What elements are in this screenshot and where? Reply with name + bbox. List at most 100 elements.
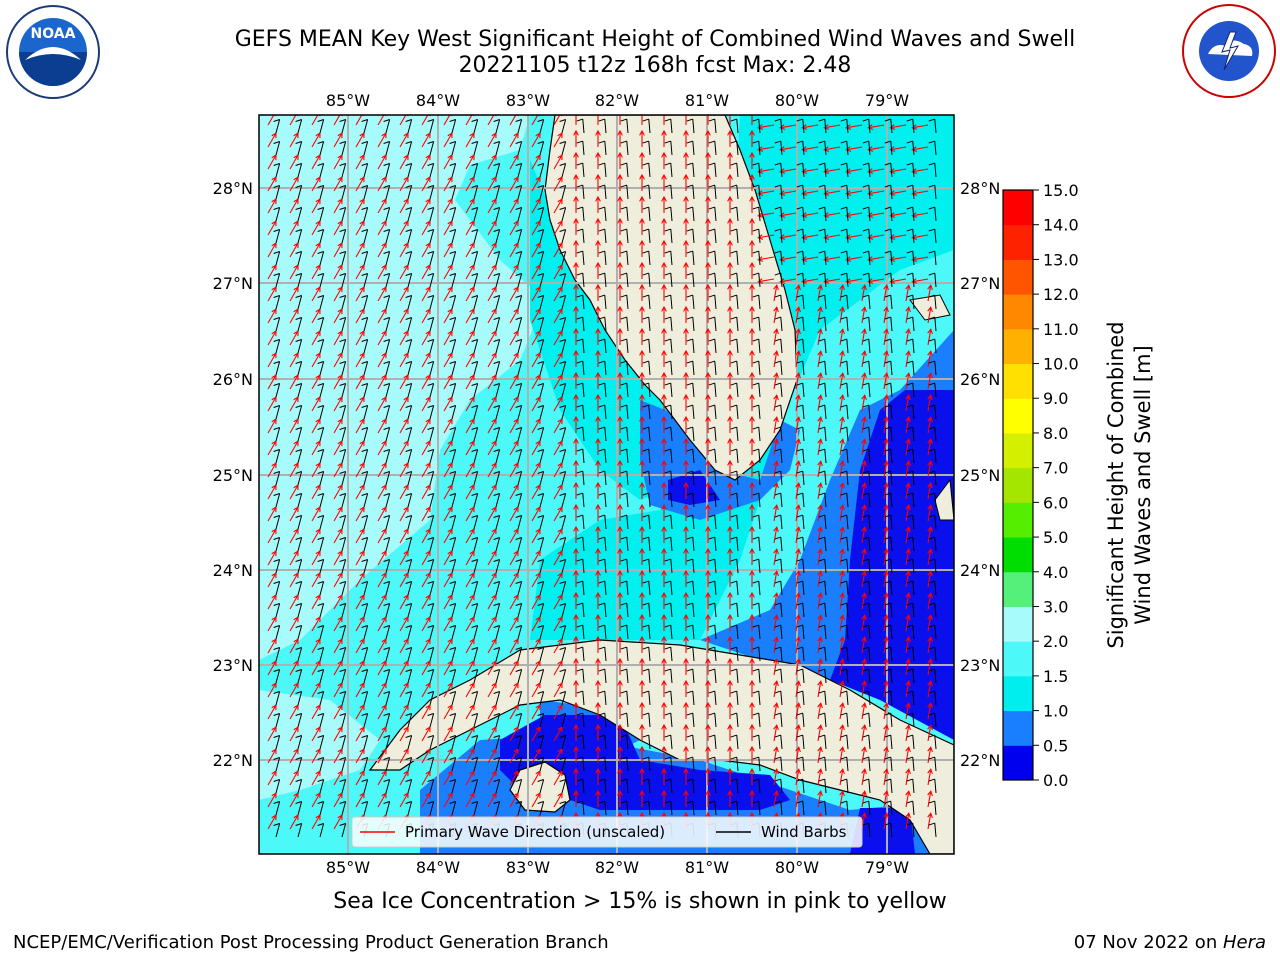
wind-barb-flag — [818, 580, 825, 584]
wave-arrow-head — [535, 704, 541, 711]
wave-arrow-head — [557, 242, 563, 249]
wave-arrow — [531, 616, 541, 632]
wind-barb — [604, 757, 607, 772]
wind-barb — [780, 537, 783, 552]
wind-barb — [868, 801, 871, 816]
wave-arrow-head — [403, 792, 409, 799]
wave-arrow-head — [683, 745, 689, 752]
wind-barb — [341, 119, 347, 134]
wave-arrow — [487, 115, 495, 126]
wind-barb-flag — [537, 383, 544, 386]
wave-arrow — [421, 682, 431, 698]
wave-arrow-head — [639, 481, 645, 488]
wave-arrow-head — [927, 746, 933, 753]
wind-barb — [451, 581, 457, 596]
wind-barb-flag — [796, 404, 803, 408]
wind-barb — [297, 581, 303, 596]
wind-barb-flag — [774, 140, 781, 144]
wind-barb — [561, 691, 567, 706]
wind-barb — [890, 339, 893, 354]
wave-arrow-head — [867, 146, 874, 152]
wind-barb — [736, 603, 739, 618]
wind-barb-flag — [730, 448, 737, 452]
wave-arrow — [509, 374, 519, 390]
wind-barb — [539, 779, 545, 794]
wave-arrow-head — [447, 550, 453, 557]
wave-arrow — [267, 770, 277, 786]
wind-barb — [363, 801, 369, 816]
wind-barb-flag — [818, 778, 825, 782]
wave-arrow — [465, 132, 475, 148]
wave-arrow-head — [617, 481, 623, 488]
wave-arrow-head — [359, 748, 365, 755]
wave-arrow-head — [927, 790, 933, 797]
wave-arrow — [465, 770, 475, 786]
wave-arrow-head — [773, 394, 779, 401]
wind-barb-flag — [818, 316, 825, 320]
wind-barb — [363, 251, 369, 266]
wind-barb-flag — [884, 756, 891, 760]
wave-arrow — [333, 352, 343, 368]
wave-arrow-head — [491, 550, 497, 557]
wind-barb — [385, 757, 391, 772]
wave-arrow-head — [889, 212, 896, 218]
wind-barb — [604, 361, 607, 376]
wind-barb-flag — [774, 712, 781, 716]
wind-barb-flag — [339, 383, 346, 386]
wave-arrow-head — [447, 440, 453, 447]
wave-arrow — [377, 220, 387, 236]
wave-arrow-head — [773, 592, 779, 599]
wind-barb-flag — [774, 646, 781, 650]
wave-arrow-head — [661, 393, 667, 400]
wind-barb — [582, 493, 585, 508]
wave-arrow-head — [573, 657, 579, 664]
wind-barb-flag — [537, 735, 544, 738]
wind-barb-flag — [515, 757, 522, 760]
wave-arrow-head — [617, 195, 623, 202]
wind-barb-flag — [515, 537, 522, 540]
colorbar-segment — [1003, 328, 1033, 365]
wind-barb — [934, 185, 937, 200]
wind-barb — [802, 691, 805, 706]
wind-barb — [275, 449, 281, 464]
wind-barb-flag — [295, 515, 302, 518]
wave-arrow — [399, 770, 409, 786]
wind-barb — [868, 713, 871, 728]
wind-barb — [275, 581, 281, 596]
wave-arrow-head — [425, 176, 431, 183]
wind-barb — [341, 163, 347, 178]
wind-barb-flag — [273, 603, 280, 606]
wind-barb — [846, 713, 849, 728]
wind-barb — [451, 339, 457, 354]
wind-barb-flag — [620, 360, 627, 364]
wind-barb — [758, 471, 761, 486]
wave-arrow — [861, 769, 866, 786]
wind-barb-flag — [576, 294, 583, 298]
wind-barb — [341, 581, 347, 596]
wind-barb-flag — [405, 119, 412, 122]
wind-barb-flag — [383, 779, 390, 782]
wave-arrow-head — [315, 176, 321, 183]
wave-arrow-head — [883, 284, 889, 291]
wave-arrow — [443, 660, 453, 676]
wave-arrow — [795, 417, 800, 434]
wind-barb-flag — [730, 294, 737, 298]
wave-arrow-head — [823, 146, 830, 152]
wave-arrow — [355, 115, 363, 126]
wind-barb-flag — [818, 206, 825, 210]
wave-arrow-head — [491, 154, 497, 161]
wind-barb-flag — [730, 734, 737, 738]
wind-barb-flag — [405, 559, 412, 562]
wave-arrow-head — [403, 374, 409, 381]
wind-barb — [912, 251, 915, 266]
wave-arrow-head — [447, 154, 453, 161]
wind-barb — [736, 163, 739, 178]
wave-arrow — [890, 190, 907, 195]
wave-arrow — [355, 484, 365, 500]
wind-barb-flag — [317, 647, 324, 650]
wave-arrow — [421, 115, 429, 126]
wave-arrow-head — [757, 168, 764, 174]
wind-barb-flag — [796, 734, 803, 738]
wave-arrow — [487, 440, 497, 456]
wave-arrow — [333, 616, 343, 632]
